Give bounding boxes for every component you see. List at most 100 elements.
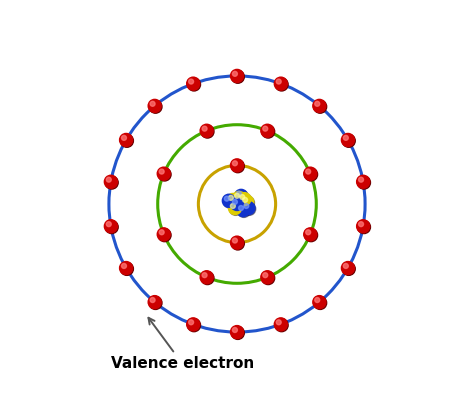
Circle shape (305, 228, 318, 242)
Circle shape (359, 222, 364, 226)
Circle shape (200, 271, 213, 284)
Circle shape (341, 133, 355, 146)
Circle shape (106, 177, 111, 182)
Circle shape (201, 272, 214, 284)
Circle shape (200, 124, 213, 137)
Circle shape (202, 126, 207, 131)
Circle shape (241, 195, 254, 208)
Circle shape (119, 262, 133, 275)
Circle shape (306, 230, 310, 235)
Circle shape (188, 78, 201, 91)
Circle shape (237, 191, 241, 196)
Circle shape (314, 100, 327, 113)
Circle shape (233, 191, 246, 204)
Text: Valence electron: Valence electron (111, 318, 254, 371)
Circle shape (187, 318, 200, 331)
Circle shape (150, 101, 155, 106)
Circle shape (343, 264, 348, 268)
Circle shape (232, 161, 237, 166)
Circle shape (276, 79, 281, 84)
Circle shape (201, 125, 214, 138)
Circle shape (189, 79, 193, 84)
Circle shape (224, 196, 229, 201)
Circle shape (274, 77, 287, 90)
Circle shape (158, 168, 171, 181)
Circle shape (230, 236, 244, 249)
Circle shape (229, 202, 242, 215)
Circle shape (159, 230, 164, 235)
Circle shape (341, 262, 355, 275)
Circle shape (188, 319, 201, 332)
Circle shape (158, 228, 171, 242)
Circle shape (231, 237, 244, 250)
Circle shape (148, 296, 161, 308)
Circle shape (232, 200, 237, 204)
Circle shape (228, 202, 241, 215)
Circle shape (223, 195, 236, 208)
Circle shape (230, 204, 236, 208)
Circle shape (149, 297, 162, 309)
Circle shape (243, 197, 247, 202)
Circle shape (121, 135, 127, 140)
Circle shape (232, 328, 237, 333)
Circle shape (275, 319, 288, 332)
Circle shape (238, 193, 252, 206)
Circle shape (304, 167, 317, 180)
Circle shape (157, 228, 170, 241)
Circle shape (105, 221, 118, 233)
Circle shape (263, 126, 268, 131)
Text: Nucleus: Nucleus (0, 407, 1, 408)
Circle shape (315, 297, 320, 302)
Circle shape (228, 195, 233, 200)
Circle shape (222, 194, 236, 207)
Circle shape (120, 262, 133, 275)
Circle shape (314, 297, 327, 309)
Circle shape (227, 194, 240, 207)
Circle shape (231, 70, 244, 83)
Circle shape (262, 125, 274, 138)
Circle shape (233, 192, 246, 205)
Circle shape (244, 204, 249, 208)
Circle shape (227, 193, 239, 206)
Circle shape (240, 195, 245, 200)
Circle shape (237, 204, 250, 217)
Circle shape (149, 100, 162, 113)
Circle shape (274, 318, 287, 331)
Circle shape (342, 134, 355, 147)
Circle shape (261, 271, 274, 284)
Circle shape (157, 167, 170, 180)
Circle shape (104, 175, 118, 188)
Circle shape (104, 220, 118, 233)
Circle shape (304, 228, 317, 241)
Circle shape (343, 135, 348, 140)
Circle shape (150, 297, 155, 302)
Circle shape (105, 176, 118, 189)
Circle shape (242, 202, 255, 215)
Circle shape (231, 198, 244, 211)
Circle shape (359, 177, 364, 182)
Circle shape (357, 221, 371, 233)
Circle shape (121, 264, 127, 268)
Circle shape (263, 273, 268, 277)
Circle shape (313, 296, 326, 308)
Circle shape (305, 168, 318, 181)
Circle shape (313, 100, 326, 112)
Circle shape (235, 189, 247, 202)
Circle shape (159, 169, 164, 174)
Circle shape (241, 196, 255, 209)
Circle shape (315, 101, 320, 106)
Circle shape (231, 160, 244, 173)
Circle shape (202, 273, 207, 277)
Circle shape (342, 262, 355, 275)
Circle shape (230, 326, 244, 339)
Circle shape (238, 193, 251, 206)
Circle shape (261, 124, 274, 137)
Circle shape (356, 220, 370, 233)
Circle shape (236, 190, 248, 203)
Circle shape (120, 134, 133, 147)
Circle shape (232, 71, 237, 76)
Circle shape (276, 320, 281, 325)
Circle shape (187, 77, 200, 90)
Circle shape (230, 197, 244, 211)
Circle shape (148, 100, 161, 112)
